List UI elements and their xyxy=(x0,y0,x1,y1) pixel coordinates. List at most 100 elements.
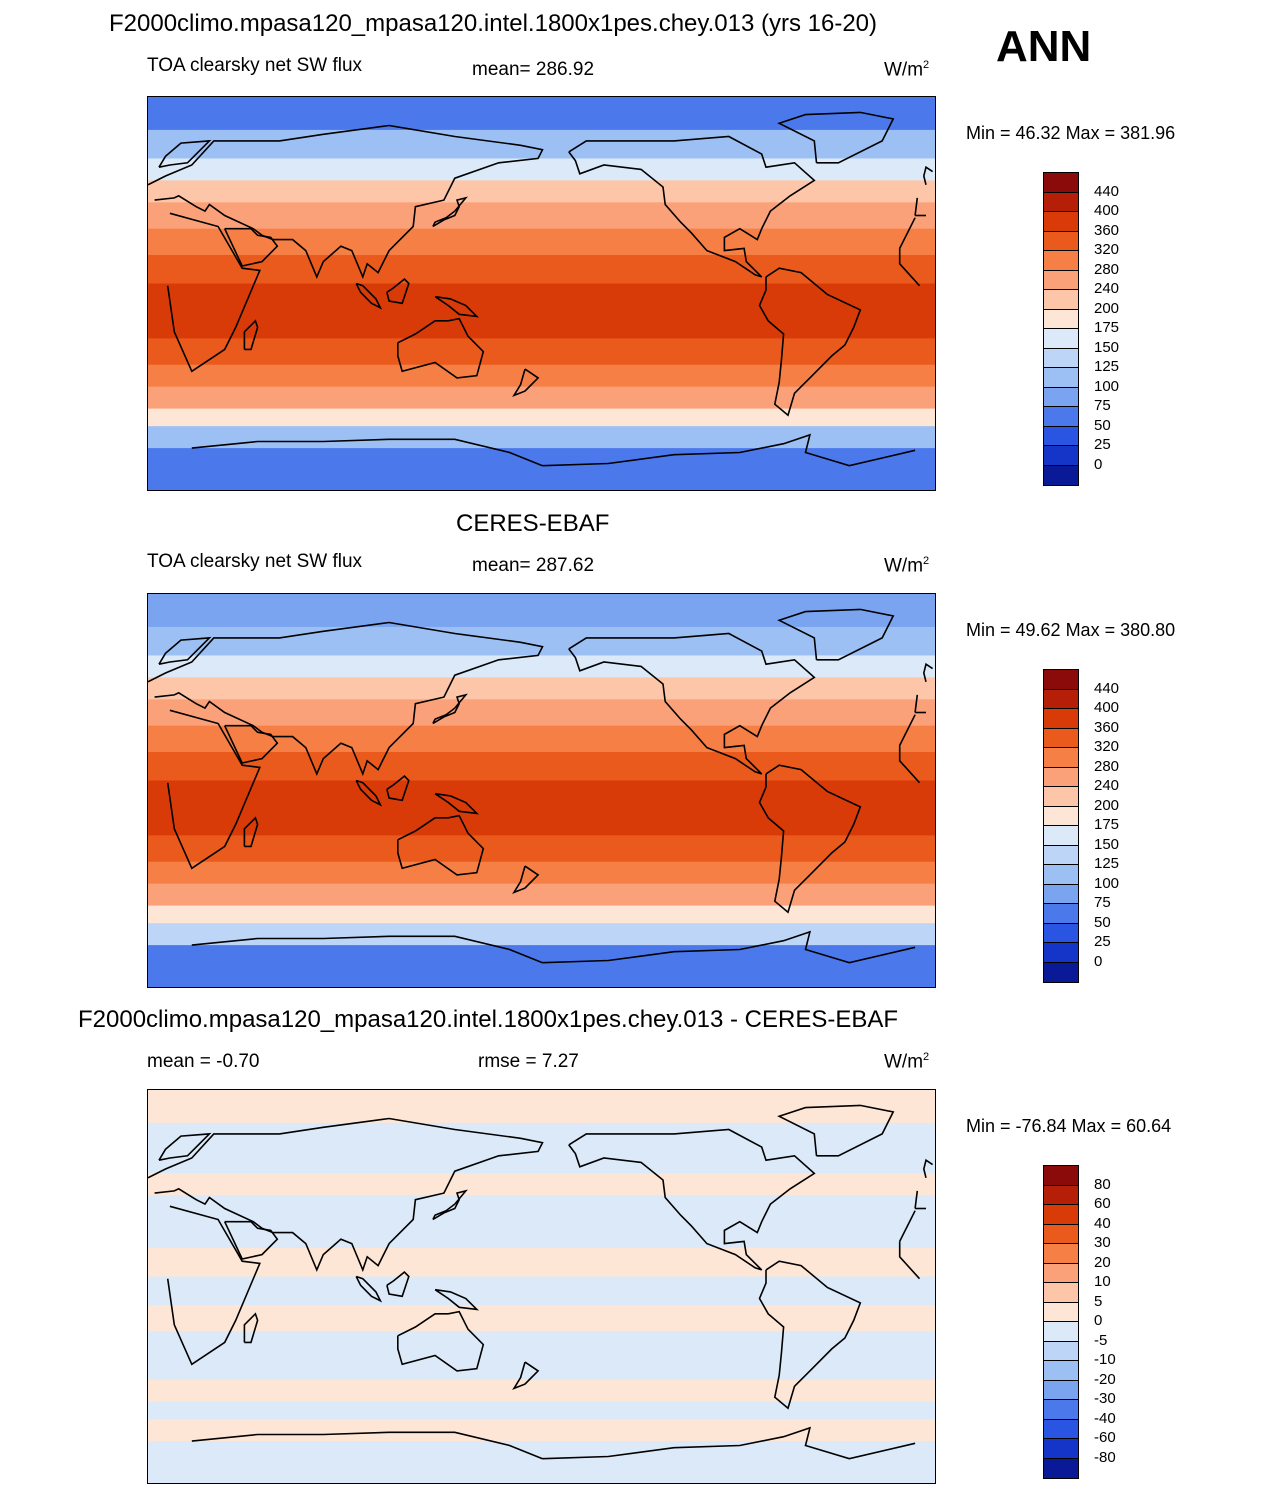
lat-band xyxy=(148,97,935,131)
coastline xyxy=(148,1117,544,1273)
colorbar-tick-label: 320 xyxy=(1094,241,1120,258)
lat-band xyxy=(148,426,935,449)
panel3-mean: mean = -0.70 xyxy=(147,1051,260,1072)
coastline xyxy=(148,621,544,777)
colorbar-tick-label: 50 xyxy=(1094,913,1111,931)
coastline xyxy=(922,165,934,185)
colorbar-tick-label: -30 xyxy=(1094,1390,1116,1407)
colorbar-tick-label: 125 xyxy=(1094,855,1120,872)
coastline xyxy=(355,282,383,310)
colorbar-tick-label: 240 xyxy=(1094,777,1120,794)
colorbar-tick-label: 75 xyxy=(1094,894,1111,911)
colorbar-box xyxy=(1044,1341,1078,1361)
lat-band xyxy=(148,408,935,427)
colorbar-box xyxy=(1044,290,1078,310)
colorbar-tick-label: 30 xyxy=(1094,1234,1111,1251)
colorbar-tick-label: 200 xyxy=(1094,796,1120,814)
colorbar-box xyxy=(1044,904,1078,924)
colorbar-tick-label: 100 xyxy=(1094,874,1120,892)
lat-band xyxy=(148,1419,935,1442)
colorbar-box xyxy=(1044,1419,1078,1439)
lat-band xyxy=(148,386,935,410)
coastline xyxy=(777,1104,895,1157)
colorbar-box xyxy=(1044,865,1078,885)
colorbar-box xyxy=(1044,348,1078,368)
colorbar-tick-label: -80 xyxy=(1094,1448,1116,1466)
colorbar-tick-label: 175 xyxy=(1094,319,1120,336)
colorbar-tick-label: -40 xyxy=(1094,1409,1116,1427)
colorbar-box xyxy=(1044,748,1078,768)
colorbar-tick-label: 240 xyxy=(1094,280,1120,297)
lat-band xyxy=(148,835,935,863)
coastline xyxy=(758,267,862,417)
panel2-units: W/m2 xyxy=(884,555,930,577)
lat-band xyxy=(148,1331,935,1359)
lat-band xyxy=(148,180,935,203)
coastline xyxy=(158,636,212,665)
colorbar-box xyxy=(1044,1380,1078,1400)
colorbar-tick-label: 0 xyxy=(1094,952,1103,970)
lat-band xyxy=(148,677,935,700)
lat-band xyxy=(148,1305,935,1332)
lat-band xyxy=(148,338,935,366)
coastline xyxy=(568,1128,816,1271)
colorbar-tick-label: 20 xyxy=(1094,1253,1111,1271)
coastline xyxy=(512,865,540,895)
coastline xyxy=(158,1132,212,1161)
coastline xyxy=(386,1271,410,1298)
coastline xyxy=(386,278,410,305)
coastline xyxy=(898,745,921,784)
colorbar-tick-label: 25 xyxy=(1094,436,1111,453)
coastline xyxy=(243,319,259,351)
lat-band xyxy=(148,905,935,924)
panel2-minmax: Min = 49.62 Max = 380.80 xyxy=(966,620,1176,640)
coastline xyxy=(223,227,279,267)
lat-band xyxy=(148,699,935,727)
colorbar-tick-label: 60 xyxy=(1094,1195,1111,1212)
panel2-title: CERES-EBAF xyxy=(456,510,610,537)
colorbar-box xyxy=(1044,407,1078,427)
colorbar-tick-label: 400 xyxy=(1094,699,1120,716)
colorbar-tick-label: 360 xyxy=(1094,718,1120,736)
coastline xyxy=(223,724,279,764)
coastline xyxy=(397,1310,485,1372)
lat-band xyxy=(148,1122,935,1152)
colorbar-tick-label: -20 xyxy=(1094,1370,1116,1388)
coastline xyxy=(914,1190,919,1209)
lat-band xyxy=(148,809,935,836)
panel2-colorbar xyxy=(1043,669,1079,983)
colorbar-box xyxy=(1044,884,1078,904)
coastline xyxy=(397,317,485,379)
colorbar-box xyxy=(1044,1361,1078,1381)
coastline xyxy=(432,1189,468,1221)
coastline xyxy=(434,792,480,815)
colorbar-box xyxy=(1044,962,1078,982)
panel2-map xyxy=(147,593,936,988)
colorbar-box xyxy=(1044,173,1078,193)
colorbar-box xyxy=(1044,943,1078,963)
colorbar-tick-label: 10 xyxy=(1094,1273,1111,1290)
colorbar-tick-label: 360 xyxy=(1094,221,1120,239)
panel1-colorbar xyxy=(1043,172,1079,486)
colorbar-tick-label: 320 xyxy=(1094,738,1120,755)
colorbar-box xyxy=(1044,426,1078,446)
coastline xyxy=(434,1288,480,1311)
colorbar-tick-label: 50 xyxy=(1094,416,1111,434)
panel1-units: W/m2 xyxy=(884,59,930,81)
coastline xyxy=(512,1361,540,1391)
coastline xyxy=(914,694,919,713)
coastline xyxy=(355,1275,383,1303)
coastline xyxy=(914,197,919,216)
colorbar-box xyxy=(1044,446,1078,466)
colorbar-tick-label: 150 xyxy=(1094,835,1120,853)
colorbar-tick-label: 100 xyxy=(1094,377,1120,395)
panel1-variable: TOA clearsky net SW flux xyxy=(147,55,363,76)
colorbar-tick-label: 280 xyxy=(1094,260,1120,278)
coastline xyxy=(243,816,259,848)
panel3-minmax: Min = -76.84 Max = 60.64 xyxy=(966,1116,1172,1136)
lat-band xyxy=(148,1248,935,1278)
colorbar-box xyxy=(1044,368,1078,388)
colorbar-box xyxy=(1044,1322,1078,1342)
lat-band xyxy=(148,594,935,628)
coastline xyxy=(191,935,543,964)
